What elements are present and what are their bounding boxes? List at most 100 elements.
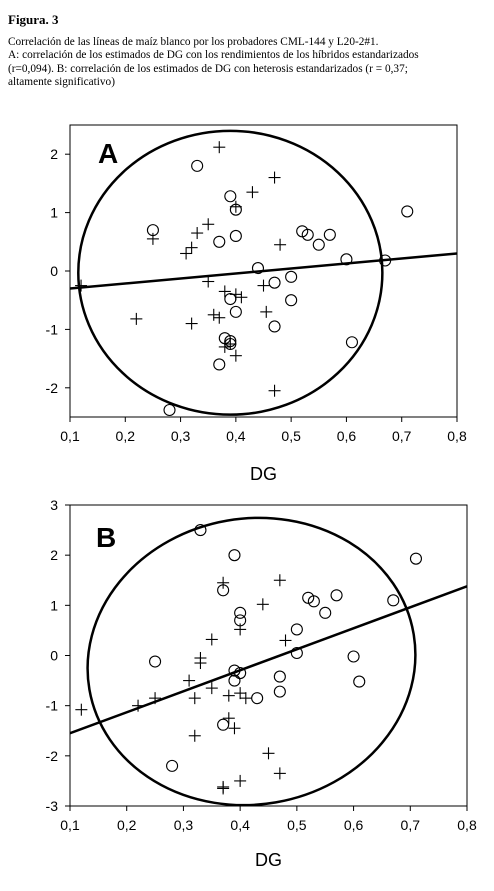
circle-point [347, 650, 360, 663]
circle-point [166, 759, 179, 772]
confidence-ellipse [77, 129, 384, 416]
circle-point [312, 238, 325, 251]
plus-point [75, 703, 88, 716]
figure-label: Figura. 3 [8, 12, 59, 27]
circle-point [234, 606, 247, 619]
circle-point [163, 403, 176, 417]
y-tick-label: 1 [50, 597, 58, 613]
x-tick-label: 0,2 [117, 817, 137, 833]
x-tick-label: 0,5 [287, 817, 307, 833]
plus-point [234, 623, 247, 636]
panel-letter: B [96, 522, 116, 553]
circle-point [268, 276, 281, 289]
circle-point [273, 685, 286, 698]
caption-line-4: altamente significativo) [8, 76, 115, 89]
plus-point [217, 782, 230, 795]
plus-point [222, 712, 235, 725]
circle-point [251, 692, 264, 705]
plus-point [191, 227, 204, 240]
confidence-ellipse [86, 516, 417, 806]
y-tick-label: -2 [46, 380, 59, 396]
x-tick-label: 0,1 [60, 428, 80, 444]
plus-point [235, 291, 248, 304]
circle-point [268, 320, 281, 333]
plot-content [70, 516, 467, 806]
circle-point [301, 228, 314, 241]
plus-point [207, 308, 220, 321]
plus-point [218, 285, 231, 298]
caption-line-3: (r=0,094). B: correlación de los estimad… [8, 62, 408, 75]
plus-point [132, 699, 145, 712]
y-tick-label: 3 [50, 497, 58, 513]
plot-content [70, 129, 457, 417]
plus-point [188, 729, 201, 742]
circle-point [213, 358, 226, 371]
regression-line [70, 585, 467, 735]
plus-point [274, 238, 287, 251]
plus-point [205, 633, 218, 646]
plus-point [217, 576, 230, 589]
y-tick-label: 2 [50, 146, 58, 162]
plus-point [188, 692, 201, 705]
plus-point [279, 634, 292, 647]
circle-point [224, 292, 237, 306]
circle-point [307, 595, 320, 608]
x-axis-label: DG [255, 850, 282, 870]
circle-point [387, 594, 400, 607]
plus-point [213, 311, 226, 324]
plus-point [246, 186, 259, 199]
circle-point [273, 670, 286, 683]
plus-point [257, 279, 270, 292]
y-tick-label: 0 [50, 648, 58, 664]
x-tick-label: 0,2 [116, 428, 136, 444]
circle-point [285, 294, 298, 307]
plus-point [146, 232, 159, 245]
circle-point [379, 254, 392, 267]
x-tick-label: 0,5 [281, 428, 301, 444]
plus-point [75, 279, 88, 292]
x-tick-label: 0,8 [457, 817, 477, 833]
y-tick-label: -1 [46, 321, 59, 337]
circle-point [213, 235, 226, 248]
circle-point [228, 549, 241, 562]
caption-line-2: A: correlación de los estimados de DG co… [8, 49, 419, 62]
circle-point [194, 524, 207, 537]
circle-point [285, 270, 298, 283]
circle-point [290, 623, 303, 636]
x-tick-label: 0,3 [171, 428, 191, 444]
circle-point [330, 589, 343, 602]
plus-point [222, 689, 235, 702]
x-tick-label: 0,1 [60, 817, 80, 833]
circle-point [228, 664, 241, 677]
plus-point [256, 598, 269, 611]
plus-point [229, 200, 242, 213]
plus-point [185, 241, 198, 254]
x-tick-label: 0,4 [226, 428, 246, 444]
x-tick-label: 0,7 [401, 817, 421, 833]
x-axis-label: DG [250, 464, 277, 484]
x-tick-label: 0,6 [337, 428, 357, 444]
plus-point [260, 305, 273, 318]
plus-point [229, 288, 242, 301]
plus-point [180, 247, 193, 260]
circle-point [345, 336, 359, 349]
plus-point [213, 141, 226, 154]
plus-point [185, 317, 198, 330]
y-tick-label: 2 [50, 547, 58, 563]
plus-point [268, 384, 281, 397]
plus-point [194, 657, 207, 670]
x-tick-label: 0,3 [174, 817, 194, 833]
circle-point [340, 253, 353, 266]
circle-point [229, 229, 242, 243]
plus-point [205, 682, 218, 695]
y-tick-label: -1 [46, 698, 59, 714]
plus-point [234, 687, 247, 700]
circle-point [401, 205, 414, 218]
chart-panel-b: 0,1 0,2 0,3 0,4 0,5 0,6 0,7 0,8 3 2 1 0 -1 -2 -3 DG B [46, 497, 477, 870]
plus-point [228, 722, 241, 735]
plus-point [224, 338, 237, 350]
circle-point [290, 646, 303, 660]
circle-point [409, 552, 423, 565]
y-tick-label: 0 [50, 263, 58, 279]
